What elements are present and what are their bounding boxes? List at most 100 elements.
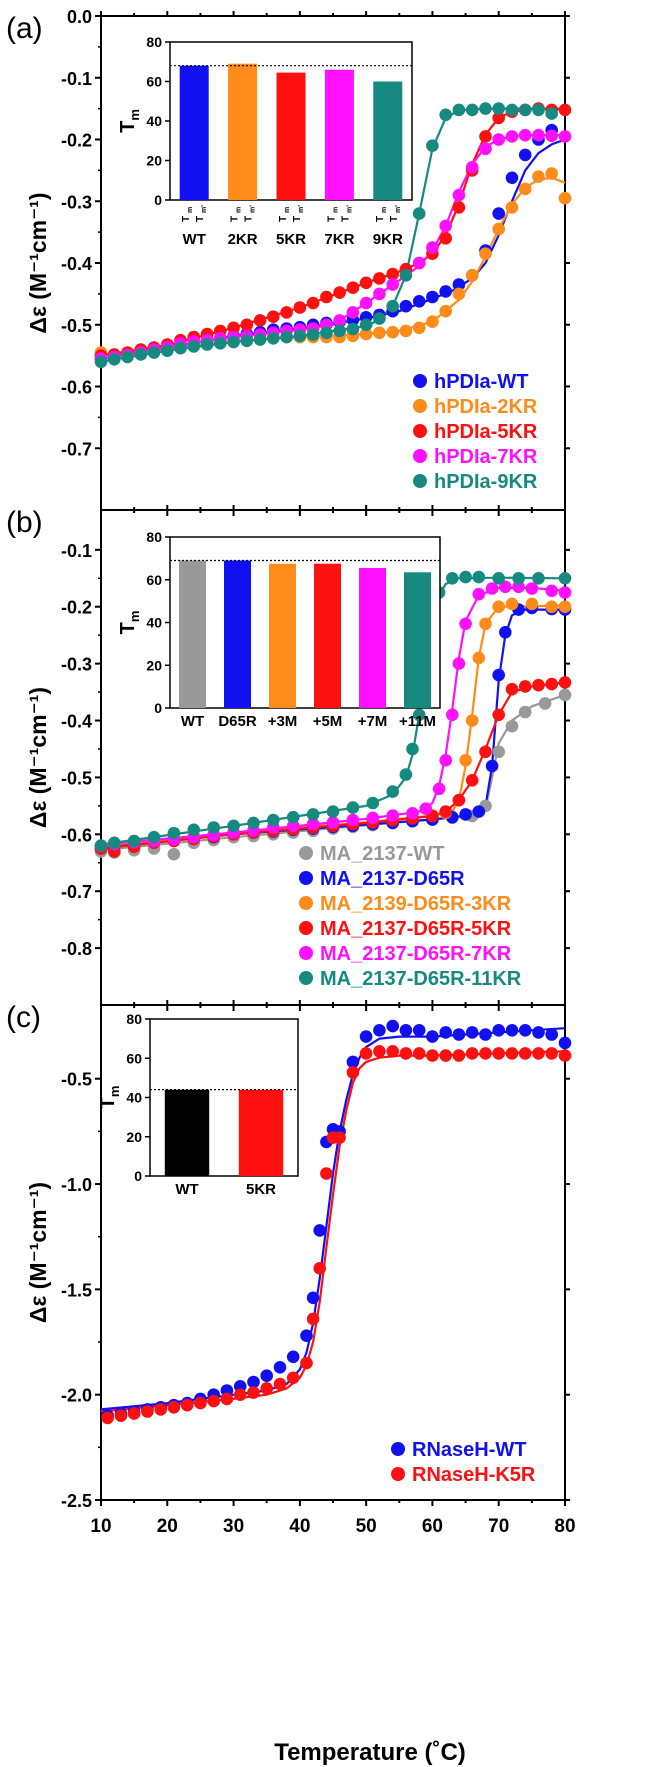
legend-label: hPDIa-5KR — [434, 421, 538, 443]
data-point — [280, 306, 293, 319]
data-point — [108, 836, 121, 850]
data-point — [134, 348, 148, 361]
data-point — [558, 676, 572, 689]
inset-bar — [314, 563, 341, 708]
data-point — [505, 201, 519, 214]
inset-tick-mark-label: m' — [201, 205, 208, 213]
data-point — [366, 796, 380, 810]
data-point — [492, 572, 506, 585]
data-point — [333, 324, 346, 338]
data-point — [479, 617, 492, 631]
data-point — [147, 830, 161, 844]
data-point — [412, 295, 426, 308]
data-point — [346, 322, 360, 336]
inset-bar — [359, 568, 386, 708]
inset-bar-chart: 020406080TmWTTmTm'2KRTmTm'5KRTmTm'7KRTmT… — [117, 34, 413, 248]
data-point — [260, 1382, 274, 1395]
data-point — [399, 1047, 413, 1060]
data-point — [439, 304, 453, 318]
data-point — [518, 128, 532, 142]
data-point — [306, 296, 320, 310]
inset-category-label: 5KR — [246, 1181, 276, 1198]
data-point — [94, 839, 108, 852]
inset-y-tick-label: 40 — [146, 615, 162, 631]
legend-marker — [299, 921, 313, 935]
data-point — [386, 1045, 400, 1058]
data-point — [505, 1024, 519, 1037]
data-point — [439, 232, 453, 245]
inset-y-tick-label: 0 — [134, 1168, 142, 1184]
y-axis-label: Δε (M⁻¹cm⁻¹) — [25, 192, 51, 333]
inset-category-label: +7M — [358, 713, 388, 730]
data-point — [492, 207, 506, 220]
legend-label: hPDIa-2KR — [434, 396, 538, 418]
data-point — [333, 286, 346, 299]
inset-bar — [164, 1089, 210, 1176]
data-point — [492, 1024, 506, 1037]
inset-y-tick-label: 0 — [154, 700, 162, 716]
data-point — [505, 597, 519, 611]
data-point — [240, 334, 254, 348]
fit-line — [100, 108, 565, 357]
inset-bar-chart: 0 20 40 60 80 Tm WT D65R +3M +5M +7M +11M — [117, 529, 441, 730]
data-point — [207, 821, 220, 834]
y-axis-label: Δε (M⁻¹cm⁻¹) — [25, 1182, 51, 1323]
data-point — [419, 802, 433, 815]
legend-marker — [299, 946, 313, 960]
data-point — [101, 1411, 114, 1425]
data-point — [479, 1047, 492, 1060]
data-point — [286, 810, 300, 824]
data-point — [320, 1167, 333, 1180]
data-point — [465, 1047, 479, 1060]
data-point — [518, 1047, 532, 1060]
data-point — [161, 344, 174, 358]
x-tick-label: 60 — [422, 1516, 443, 1537]
data-point — [505, 1047, 519, 1060]
y-tick-label: -0.7 — [61, 882, 92, 902]
data-point — [479, 102, 492, 115]
data-point — [479, 247, 492, 260]
data-point — [306, 1312, 320, 1326]
inset-category-label: 7KR — [324, 231, 354, 248]
data-point — [465, 161, 479, 174]
legend-marker — [413, 374, 427, 388]
data-point — [459, 754, 472, 767]
data-point — [306, 1291, 320, 1305]
data-point — [492, 600, 506, 613]
data-point — [233, 1388, 247, 1401]
data-point — [485, 582, 499, 595]
data-point — [545, 600, 558, 613]
data-point — [386, 267, 400, 281]
data-point — [273, 1361, 287, 1374]
data-point — [538, 697, 552, 710]
data-point — [167, 826, 181, 840]
data-point — [505, 103, 519, 117]
legend-marker — [413, 474, 427, 488]
data-point — [452, 1028, 466, 1041]
data-point — [326, 805, 340, 818]
legend-label: MA_2137-D65R — [320, 868, 465, 890]
data-point — [286, 1350, 300, 1364]
data-point — [346, 1055, 360, 1069]
inset-y-tick-label: 80 — [126, 1011, 142, 1027]
data-point — [452, 657, 466, 670]
legend-label: MA_2137-D65R-11KR — [320, 968, 522, 990]
inset-tick-mark-label: m' — [395, 205, 402, 213]
fit-line — [100, 176, 566, 356]
inset-y-tick-label: 40 — [126, 1090, 142, 1106]
data-point — [207, 1394, 220, 1408]
data-point — [499, 580, 512, 594]
inset-bar — [269, 563, 296, 708]
data-point — [114, 1409, 128, 1422]
data-point — [373, 1024, 386, 1037]
inset-tick-mark-label: T — [230, 216, 241, 222]
data-point — [472, 805, 486, 818]
data-point — [558, 130, 572, 143]
data-point — [214, 337, 227, 350]
y-tick-label: -0.2 — [61, 598, 92, 618]
y-tick-label: -0.5 — [61, 1070, 92, 1090]
legend-label: hPDIa-9KR — [434, 471, 538, 493]
inset-y-label-main: T — [97, 1097, 119, 1109]
data-point — [373, 312, 386, 325]
data-point — [399, 269, 413, 282]
